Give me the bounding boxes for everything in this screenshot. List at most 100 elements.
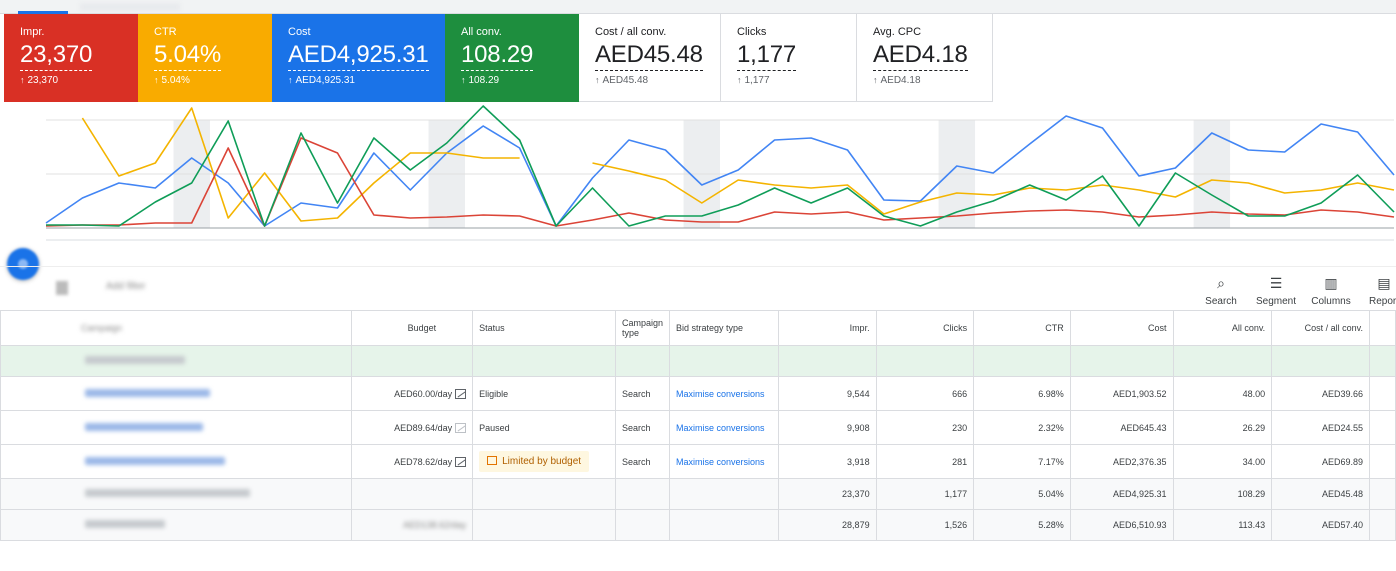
impr-cell: 9,544 (777, 376, 877, 411)
up-arrow-icon: ↑ (595, 75, 600, 85)
series-line-3 (46, 105, 1395, 227)
total-cost-per-conv-cell: AED57.40 (1271, 509, 1370, 541)
metric-label: Cost (288, 26, 311, 38)
limited-by-budget-badge[interactable]: Limited by budget (479, 451, 590, 472)
metric-change: ↑ 5.04% (154, 75, 190, 86)
metric-change: ↑ AED4.18 (873, 75, 921, 86)
campaign-name-cell[interactable] (0, 444, 353, 479)
metric-value: 1,177 (737, 42, 796, 71)
ctr-cell: 2.32% (973, 410, 1071, 445)
bid-strategy-link[interactable]: Maximise conversions (669, 410, 779, 445)
clicks-cell: 230 (875, 410, 975, 445)
up-arrow-icon: ↑ (20, 75, 25, 85)
col-header-budget[interactable]: Budget (351, 310, 474, 346)
bid-strategy-link[interactable]: Maximise conversions (669, 444, 779, 479)
col-header-impr[interactable]: Impr. (777, 310, 877, 346)
col-header-cost-per-conv[interactable]: Cost / all conv. (1271, 310, 1370, 346)
chart-icon[interactable] (455, 388, 467, 399)
columns-label: Columns (1311, 296, 1351, 307)
metric-change: ↑ AED4,925.31 (288, 75, 355, 86)
col-header-campaign-type[interactable]: Campaign type (614, 310, 671, 346)
type-cell: Search (614, 444, 671, 479)
chart-icon[interactable] (455, 456, 467, 467)
metric-value: 23,370 (20, 42, 92, 71)
total-ctr-cell: 5.28% (973, 509, 1071, 541)
metric-card-cost[interactable]: Cost AED4,925.31 ↑ AED4,925.31 (272, 14, 445, 102)
metric-card-cost-per-conv[interactable]: Cost / all conv. AED45.48 ↑ AED45.48 (579, 14, 721, 102)
blurred-tab[interactable] (80, 3, 180, 11)
filter-toolbar: Add filter ⌕ Search ☰ Segment ▥ Columns … (0, 266, 1396, 310)
columns-button[interactable]: ▥ Columns (1307, 275, 1355, 307)
metric-card-all-conv[interactable]: All conv. 108.29 ↑ 108.29 (445, 14, 579, 102)
series-line-0 (45, 115, 1395, 227)
total-clicks-cell: 1,526 (875, 509, 975, 541)
search-label: Search (1205, 296, 1237, 307)
total-row: 23,370 1,177 5.04% AED4,925.31 108.29 AE… (0, 478, 1396, 510)
top-tab-bar (0, 0, 1396, 14)
col-header-cost[interactable]: Cost (1069, 310, 1174, 346)
type-cell: Search (614, 410, 671, 445)
up-arrow-icon: ↑ (873, 75, 878, 85)
cost-per-conv-cell: AED24.55 (1271, 410, 1370, 445)
metric-card-ctr[interactable]: CTR 5.04% ↑ 5.04% (138, 14, 272, 102)
add-filter-link[interactable]: Add filter (106, 281, 146, 292)
col-header-clicks[interactable]: Clicks (875, 310, 975, 346)
segment-icon: ☰ (1269, 275, 1283, 291)
budget-cell[interactable]: AED60.00/day (351, 376, 474, 411)
metric-label: Impr. (20, 26, 45, 38)
filter-icon[interactable] (56, 281, 68, 295)
active-tab-indicator (18, 11, 68, 14)
col-header-all-conv[interactable]: All conv. (1172, 310, 1273, 346)
table-row: AED78.62/day Limited by budget Search Ma… (0, 444, 1396, 479)
table-row: AED89.64/day Paused Search Maximise conv… (0, 410, 1396, 445)
total-all-conv-cell: 108.29 (1172, 478, 1273, 510)
metric-card-clicks[interactable]: Clicks 1,177 ↑ 1,177 (721, 14, 857, 102)
ctr-cell: 6.98% (973, 376, 1071, 411)
metric-label: Cost / all conv. (595, 26, 667, 38)
campaign-name-cell[interactable] (0, 410, 353, 445)
table-group-row (0, 345, 1396, 377)
metric-label: Avg. CPC (873, 26, 922, 38)
search-icon: ⌕ (1217, 275, 1225, 291)
group-label[interactable] (0, 345, 353, 377)
metric-label: All conv. (461, 26, 502, 38)
total-cost-cell: AED4,925.31 (1069, 478, 1174, 510)
ctr-cell: 7.17% (973, 444, 1071, 479)
metric-cards: Impr. 23,370 ↑ 23,370 CTR 5.04% ↑ 5.04% Co… (4, 14, 993, 102)
metric-value: 108.29 (461, 42, 533, 71)
report-button[interactable]: ▤ Report (1360, 275, 1396, 307)
bid-strategy-link[interactable]: Maximise conversions (669, 376, 779, 411)
up-arrow-icon: ↑ (737, 75, 742, 85)
segment-button[interactable]: ☰ Segment (1252, 275, 1300, 307)
total-budget-cell (351, 478, 474, 510)
all-conv-cell: 48.00 (1172, 376, 1273, 411)
up-arrow-icon: ↑ (154, 75, 159, 85)
col-header-status[interactable]: Status (472, 310, 616, 346)
total-cost-per-conv-cell: AED45.48 (1271, 478, 1370, 510)
col-header-bid-strategy[interactable]: Bid strategy type (669, 310, 779, 346)
cost-per-conv-cell: AED39.66 (1271, 376, 1370, 411)
total-label (0, 478, 353, 510)
col-header-ctr[interactable]: CTR (973, 310, 1071, 346)
budget-cell[interactable]: AED89.64/day (351, 410, 474, 445)
col-header-campaign[interactable]: Campaign (0, 310, 353, 346)
campaign-name-cell[interactable] (0, 376, 353, 411)
cost-cell: AED645.43 (1069, 410, 1174, 445)
campaigns-table: Campaign Budget Status Campaign type Bid… (0, 310, 1396, 541)
total-cost-cell: AED6,510.93 (1069, 509, 1174, 541)
metric-card-impr[interactable]: Impr. 23,370 ↑ 23,370 (4, 14, 138, 102)
table-header-row: Campaign Budget Status Campaign type Bid… (0, 310, 1396, 346)
total-clicks-cell: 1,177 (875, 478, 975, 510)
cost-cell: AED2,376.35 (1069, 444, 1174, 479)
add-button[interactable] (7, 248, 39, 280)
col-header-overflow (1369, 310, 1396, 346)
cost-cell: AED1,903.52 (1069, 376, 1174, 411)
search-button[interactable]: ⌕ Search (1197, 275, 1245, 307)
metric-card-avg-cpc[interactable]: Avg. CPC AED4.18 ↑ AED4.18 (857, 14, 993, 102)
trend-chart-icon (487, 456, 498, 465)
status-cell: Paused (472, 410, 616, 445)
budget-cell[interactable]: AED78.62/day (351, 444, 474, 479)
chart-icon[interactable] (455, 422, 467, 433)
report-label: Report (1368, 296, 1396, 307)
type-cell: Search (614, 376, 671, 411)
